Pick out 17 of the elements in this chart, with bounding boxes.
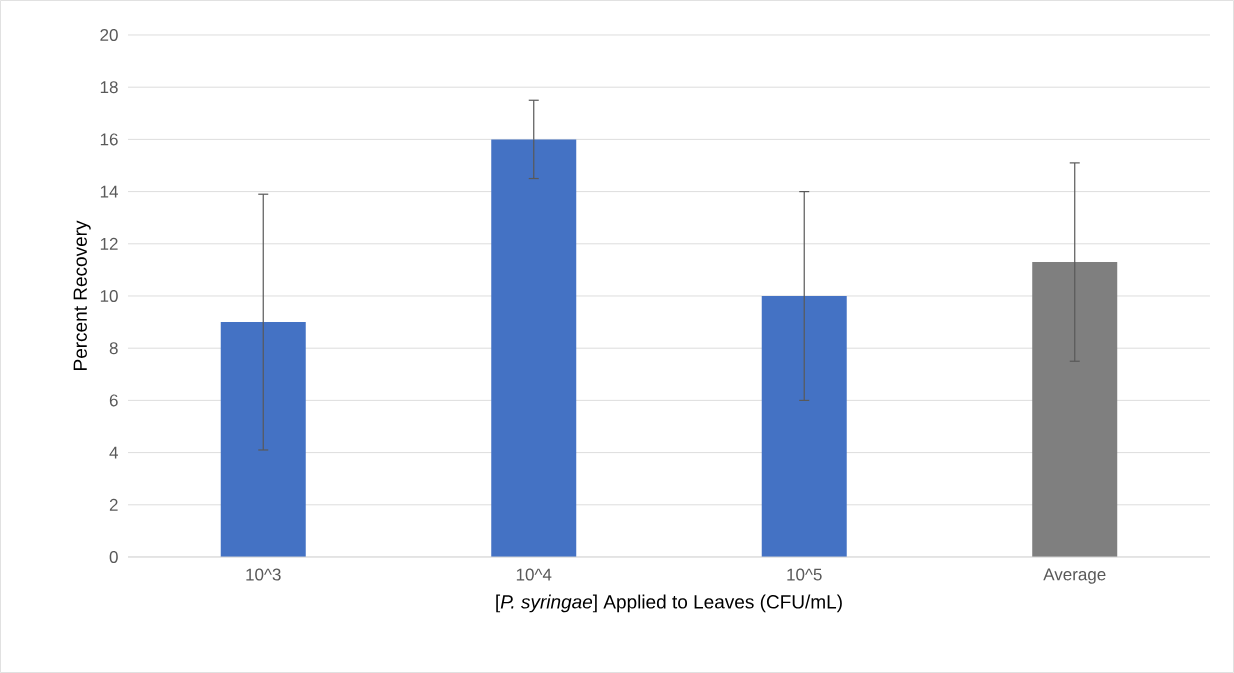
y-tick-label: 14 bbox=[100, 185, 118, 198]
x-tick-label: 10^4 bbox=[516, 568, 552, 581]
x-tick-label: Average bbox=[1043, 568, 1106, 584]
y-tick-label: 4 bbox=[109, 446, 118, 459]
y-tick-label: 6 bbox=[109, 394, 118, 407]
y-axis-title: Percent Recovery bbox=[73, 220, 91, 370]
y-tick-label: 18 bbox=[100, 81, 118, 94]
y-tick-label: 8 bbox=[109, 342, 118, 355]
x-tick-label: 10^3 bbox=[246, 568, 281, 581]
y-tick-label: 0 bbox=[109, 550, 118, 564]
y-tick-label: 16 bbox=[100, 133, 118, 146]
x-tick-label: 10^5 bbox=[787, 568, 822, 581]
y-tick-label: 12 bbox=[100, 237, 118, 250]
y-tick-label: 20 bbox=[100, 28, 118, 42]
y-tick-label: 10 bbox=[100, 289, 118, 303]
y-tick-label: 2 bbox=[109, 498, 118, 511]
x-axis-title: [P. syringae] Applied to Leaves (CFU/mL) bbox=[496, 594, 842, 613]
